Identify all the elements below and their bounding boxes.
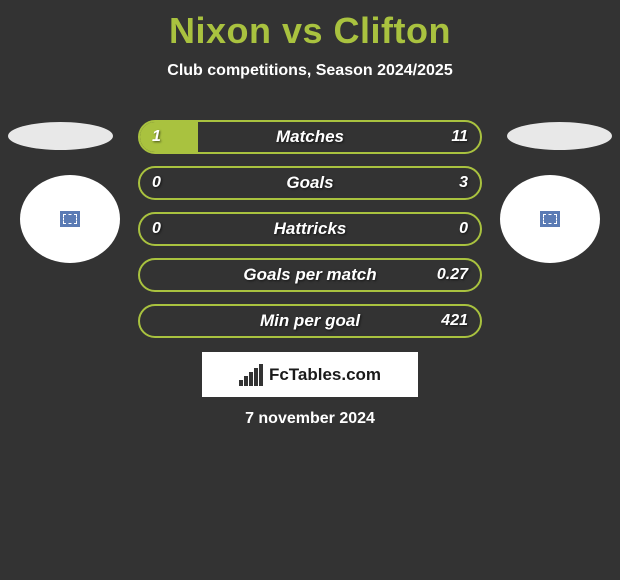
page-subtitle: Club competitions, Season 2024/2025 — [0, 62, 620, 80]
stat-label: Hattricks — [140, 219, 480, 239]
stat-row: 0Hattricks0 — [138, 212, 482, 246]
placeholder-image-icon — [540, 211, 560, 227]
stat-value-right: 3 — [459, 174, 468, 192]
branding-box: FcTables.com — [202, 352, 418, 397]
stats-container: 1Matches110Goals30Hattricks0Goals per ma… — [138, 120, 482, 350]
stat-row: 1Matches11 — [138, 120, 482, 154]
stat-value-right: 11 — [451, 128, 468, 146]
stat-value-right: 0.27 — [437, 266, 468, 284]
placeholder-image-icon — [60, 211, 80, 227]
stat-label: Goals per match — [140, 265, 480, 285]
stat-label: Goals — [140, 173, 480, 193]
player-avatar-left — [20, 175, 120, 263]
brand-label: FcTables.com — [269, 365, 381, 385]
player-avatar-right — [500, 175, 600, 263]
bar-chart-icon — [239, 364, 265, 386]
team-badge-small-left — [8, 122, 113, 150]
date-label: 7 november 2024 — [0, 410, 620, 428]
stat-value-right: 0 — [459, 220, 468, 238]
stat-row: 0Goals3 — [138, 166, 482, 200]
stat-label: Matches — [140, 127, 480, 147]
stat-row: Goals per match0.27 — [138, 258, 482, 292]
team-badge-small-right — [507, 122, 612, 150]
stat-label: Min per goal — [140, 311, 480, 331]
page-title: Nixon vs Clifton — [0, 0, 620, 52]
stat-value-right: 421 — [441, 312, 468, 330]
stat-row: Min per goal421 — [138, 304, 482, 338]
